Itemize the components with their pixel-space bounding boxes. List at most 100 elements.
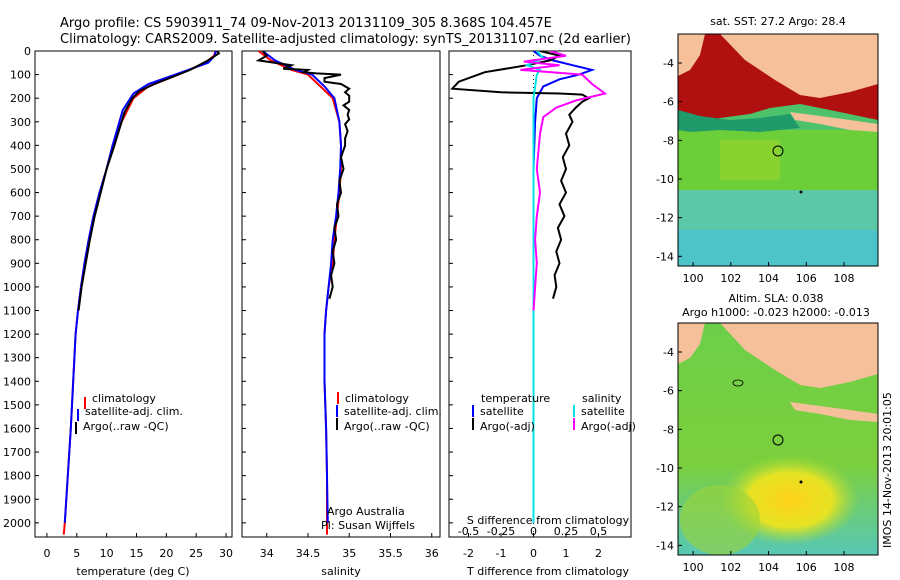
sla-land-west [678,323,705,364]
lat-tick-label: -12 [656,501,674,514]
lon-tick-label: 104 [758,561,779,574]
sla-map-title1: Altim. SLA: 0.038 [728,292,823,305]
lat-tick-label: -4 [663,346,674,359]
depth-tick-label: 2000 [3,517,31,530]
lat-tick-label: -10 [656,462,674,475]
lat-tick-label: -8 [663,134,674,147]
sla-argo-marker [772,434,784,446]
sst-map-title: sat. SST: 27.2 Argo: 28.4 [710,15,846,28]
difference-x-axis: -2 -1 0 1 2 [463,533,602,560]
depth-tick-label: 700 [10,210,31,223]
lat-tick-label: -14 [656,250,674,263]
sla-land-sumatra [678,323,878,388]
x-tick-label: 5 [73,547,80,560]
depth-tick-label: 200 [10,92,31,105]
sst-map-field [678,34,878,266]
sst-track-dot [799,190,803,194]
x-tick-label: 25 [189,547,203,560]
sla-island [732,379,744,387]
sst-land-java [790,112,878,132]
lat-tick-label: -12 [656,212,674,225]
series-argo-raw-qc [255,51,351,299]
x-tick-label: 2 [595,547,602,560]
x-tick-label: 20 [159,547,173,560]
salinity-panel: 34 34.5 35 35.5 36 climatology satellite-adj… [241,50,442,578]
legend-title-temperature: temperature [481,392,550,405]
legend-label-temp-satellite: satellite [480,405,524,418]
s-tick-label: -0.5 [458,525,479,538]
sst-map: sat. SST: 27.2 Argo: 28.4 100 102 104 106 10… [656,15,879,285]
depth-tick-label: 1900 [3,493,31,506]
depth-tick-label: 500 [10,163,31,176]
legend-label-sal-satellite: satellite [581,405,625,418]
x-tick-label: 30 [219,547,233,560]
salinity-depth-ticks [242,50,246,524]
depth-tick-label: 1200 [3,328,31,341]
lat-tick-label: -14 [656,539,674,552]
depth-tick-label: 300 [10,116,31,129]
x-tick-label: 0 [530,547,537,560]
x-tick-label: 0 [43,547,50,560]
depth-tick-label: 1500 [3,399,31,412]
sla-map-title2: Argo h1000: -0.023 h2000: -0.013 [682,306,870,319]
legend-label-satellite: satellite-adj. clim. [344,405,442,418]
legend-label-argo: Argo(..raw -QC) [83,420,169,433]
sst-argo-marker [772,145,784,157]
sst-coastal-strip [678,110,800,132]
legend-label-temp-argo: Argo(-adj) [480,420,535,433]
x-tick-label: -2 [463,547,474,560]
series-satellite-adj-clim [261,51,343,523]
depth-tick-label: 400 [10,139,31,152]
sst-land-sumatra [678,34,878,98]
depth-tick-label: 1400 [3,375,31,388]
sst-map-frame [677,33,879,267]
temperature-axes-frame [34,50,233,538]
sla-map-frame [677,322,879,556]
s-tick-label: 0 [530,525,537,538]
depth-tick-label: 1100 [3,305,31,318]
lat-tick-label: -6 [663,385,674,398]
s-tick-label: -0.25 [487,525,515,538]
legend-label-satellite: satellite-adj. clim. [85,405,183,418]
s-difference-label: S difference from climatology [467,514,630,527]
difference-lines [450,51,608,523]
s-tick-label: 0.25 [554,525,579,538]
sst-land-west [678,34,705,76]
series-satellite-adj-clim [63,51,217,523]
salinity-axes-frame [241,50,441,538]
s-tick-label: 0.5 [590,525,608,538]
difference-axes-frame [448,50,632,538]
sla-track-dot [799,480,803,484]
lon-tick-label: 102 [720,272,741,285]
difference-depth-ticks [449,50,453,524]
sla-map-field [678,323,878,555]
x-tick-label: 36 [425,547,439,560]
x-tick-label: 34.5 [296,547,321,560]
depth-tick-label: 1800 [3,470,31,483]
sla-anomaly-west [680,485,760,555]
temperature-lines [62,51,221,535]
legend-label-climatology: climatology [345,392,409,405]
sst-cool-band [678,230,878,266]
sst-patch [720,140,780,180]
lon-tick-label: 108 [834,561,855,574]
temperature-xlabel: temperature (deg C) [76,565,189,578]
salinity-legend: climatology satellite-adj. clim. Argo(..… [336,392,442,433]
depth-tick-label: 1000 [3,281,31,294]
legend-label-argo: Argo(..raw -QC) [344,420,430,433]
timestamp-text: IMOS 14-Nov-2013 20:01:05 [881,392,894,548]
sla-map: Altim. SLA: 0.038 Argo h1000: -0.023 h20… [656,292,879,574]
lon-tick-label: 104 [758,272,779,285]
lat-tick-label: -4 [663,57,674,70]
header-line1: Argo profile: CS 5903911_74 09-Nov-2013 … [60,16,552,31]
annotation-pi: PI: Susan Wijffels [321,519,415,532]
lon-tick-label: 106 [796,272,817,285]
depth-axis: 0 100 200 300 400 500 600 700 800 900 1000 1100 1200… [3,45,39,530]
sla-land-java [790,402,878,422]
depth-tick-label: 1700 [3,446,31,459]
x-tick-label: 1 [563,547,570,560]
t-difference-xlabel: T difference from climatology [466,565,629,578]
lon-tick-label: 106 [796,561,817,574]
depth-tick-label: 1300 [3,352,31,365]
